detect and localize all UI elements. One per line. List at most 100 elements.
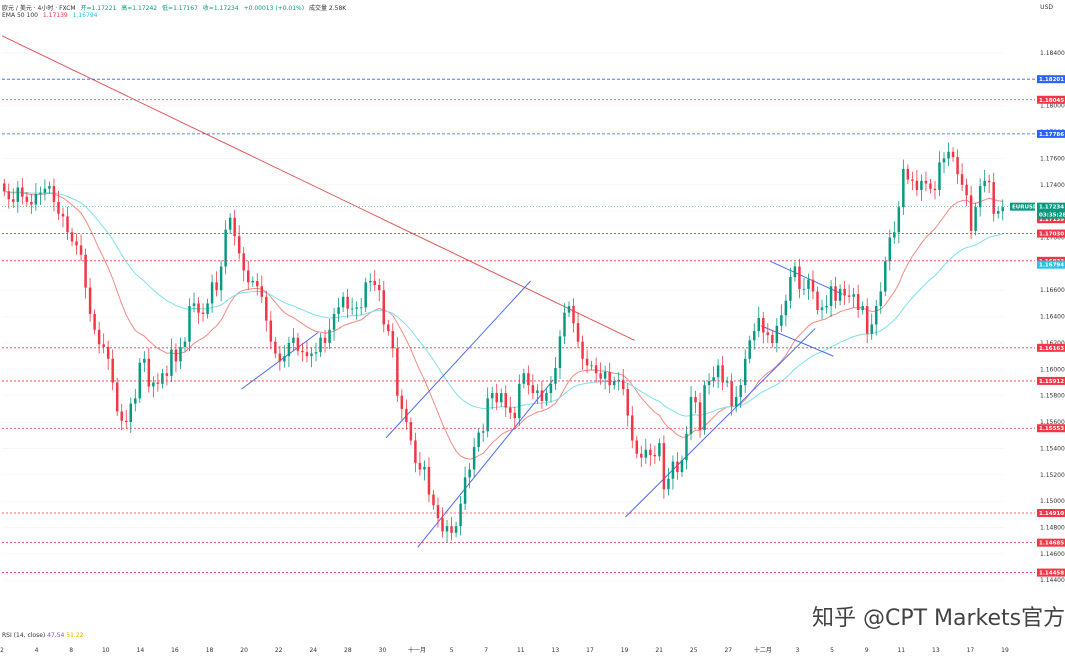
candle-body: [689, 397, 693, 434]
ohlc-close: 收=1.17234: [202, 5, 239, 12]
red-level-tag: [1037, 95, 1065, 104]
red-level-text: 1.15912: [1039, 379, 1064, 385]
candle-body: [242, 253, 245, 271]
symbol-title: 欧元 / 美元 · 4小时 · FXCM: [2, 5, 76, 12]
candle-body: [974, 207, 977, 231]
candle-body: [30, 201, 33, 205]
candle-body: [594, 365, 598, 374]
price-tick-label: 1.17000: [1040, 235, 1065, 242]
candle-body: [847, 295, 851, 297]
candle-body: [703, 385, 706, 430]
grid: [2, 52, 1005, 581]
candle-body: [829, 286, 833, 307]
candle-body: [906, 168, 910, 180]
candle-body: [504, 393, 508, 408]
candle-body: [608, 371, 611, 386]
candle-body: [364, 282, 367, 308]
candle-body: [368, 281, 372, 283]
chart-legend: 欧元 / 美元 · 4小时 · FXCM 开=1.17221 高=1.17242…: [2, 3, 349, 12]
candle-body: [283, 356, 286, 362]
candle-body: [680, 460, 684, 473]
price-tick-label: 1.15800: [1040, 393, 1065, 400]
price-tick-label: 1.15200: [1040, 472, 1065, 479]
candle-body: [649, 449, 652, 455]
ohlc-change: +0.00013 (+0.01%): [243, 5, 305, 12]
ohlc-high: 高=1.17242: [121, 5, 158, 12]
candle-body: [861, 306, 864, 310]
candles: [3, 142, 1004, 543]
candle-body: [57, 201, 60, 214]
candle-body: [662, 443, 666, 490]
candle-body: [757, 317, 761, 332]
red-level-text: 1.17030: [1039, 232, 1064, 238]
candle-body: [802, 288, 806, 290]
candle-body: [382, 290, 386, 325]
date-tick-label: 14: [137, 647, 145, 654]
time-axis[interactable]: 2 4 8 10 14 16 18 20 22 24 28 30 十一月 5 7 11 13 17 19 21 25 27…: [0, 646, 1009, 654]
candle-body: [477, 432, 480, 448]
price-tick-label: 1.16400: [1040, 314, 1065, 321]
candle-body: [373, 281, 376, 285]
price-tick-label: 1.15000: [1040, 498, 1065, 505]
date-tick-label: 21: [655, 647, 663, 654]
flag-line: [760, 325, 834, 357]
blue-level-text: 1.18201: [1039, 77, 1064, 83]
candle-body: [716, 365, 720, 378]
candle-body: [251, 281, 254, 283]
candle-body: [612, 381, 616, 386]
candle-body: [287, 342, 291, 357]
rsi-legend: RSI (14, close) 47.54 51.22: [2, 632, 83, 639]
ohlc-low: 低=1.17167: [162, 5, 198, 12]
candle-body: [183, 341, 187, 347]
candle-body: [820, 307, 824, 310]
red-level-text: 1.14685: [1039, 541, 1064, 547]
trend-channel-line: [625, 328, 816, 518]
candle-body: [179, 346, 182, 362]
candle-body: [554, 368, 557, 384]
candle-body: [70, 232, 74, 242]
candle-body: [956, 157, 959, 175]
candle-body: [631, 415, 634, 441]
candle-body: [25, 196, 29, 202]
candle-body: [197, 303, 200, 313]
candle-body: [969, 195, 973, 231]
candle-body: [527, 373, 530, 386]
date-tick-label: 9: [865, 647, 869, 654]
candle-body: [734, 397, 738, 407]
candle-body: [319, 337, 322, 353]
candle-body: [942, 158, 946, 163]
rsi-label: RSI (14, close): [2, 632, 46, 639]
candle-body: [400, 395, 404, 409]
date-tick-label: 17: [586, 647, 594, 654]
candle-body: [902, 168, 905, 208]
candle-body: [558, 336, 562, 368]
candle-body: [825, 306, 828, 308]
price-axis[interactable]: 1.184001.182001.180001.178001.176001.174…: [1040, 50, 1065, 584]
date-tick-label: 13: [552, 647, 560, 654]
candle-body: [454, 526, 458, 533]
candle-body: [301, 350, 304, 353]
ema50-price-text: 1.17139: [1039, 217, 1064, 223]
candle-body: [359, 307, 363, 309]
candle-body: [39, 192, 42, 194]
ema50-value: 1.17139: [42, 12, 68, 19]
blue-level-tag: [1037, 129, 1065, 138]
candle-body: [816, 291, 819, 310]
date-tick-label: 5: [830, 647, 834, 654]
candle-body: [694, 397, 697, 403]
date-tick-label: 19: [1001, 647, 1009, 654]
candle-body: [865, 306, 869, 334]
candle-body: [685, 433, 688, 461]
date-tick-label: 十二月: [754, 646, 772, 654]
date-tick-label: 24: [309, 647, 317, 654]
date-tick-label: 3: [796, 647, 800, 654]
watermark: 知乎 @CPT Markets官方: [812, 606, 1065, 631]
ema-label: EMA 50 100: [2, 12, 38, 19]
candle-body: [93, 313, 96, 330]
candle-body: [378, 284, 381, 291]
red-level-tag: [1037, 509, 1065, 517]
trend-channel-line: [385, 280, 531, 439]
candle-body: [192, 303, 196, 307]
red-level-text: 1.15553: [1039, 426, 1064, 432]
